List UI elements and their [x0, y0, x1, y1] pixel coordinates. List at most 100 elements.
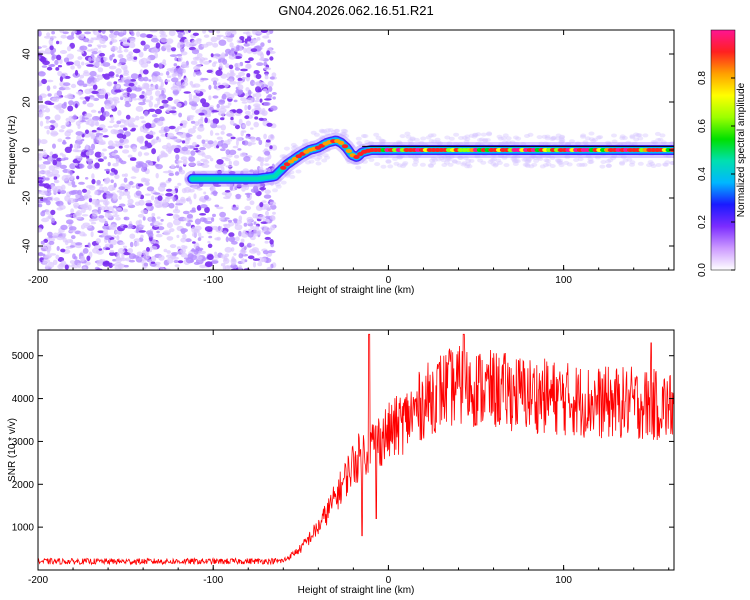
heatmap-cell	[169, 68, 175, 73]
heatmap-cell	[111, 263, 115, 267]
heatmap-cell	[148, 131, 156, 136]
heatmap-cell	[419, 162, 426, 167]
heatmap-cell	[185, 132, 191, 138]
heatmap-cell	[99, 52, 105, 57]
heatmap-cell	[237, 148, 242, 151]
heatmap-cell	[238, 252, 244, 259]
heatmap-cell	[58, 40, 63, 45]
heatmap-cell	[149, 95, 154, 101]
heatmap-cell	[228, 78, 234, 82]
heatmap-cell	[497, 136, 504, 141]
heatmap-cell	[158, 154, 162, 160]
heatmap-cell	[62, 86, 70, 89]
heatmap-cell	[258, 139, 263, 145]
heatmap-cell	[41, 175, 46, 182]
heatmap-cell	[155, 172, 159, 179]
heatmap-cell	[40, 190, 48, 196]
heatmap-cell	[138, 51, 144, 58]
heatmap-cell	[101, 30, 106, 34]
heatmap-cell	[453, 132, 460, 137]
heatmap-cell	[230, 116, 234, 121]
heatmap-cell	[86, 102, 94, 108]
heatmap-cell	[322, 153, 329, 158]
heatmap-cell	[71, 263, 76, 266]
heatmap-cell	[642, 133, 649, 138]
heatmap-cell	[324, 128, 331, 133]
heatmap-cell	[135, 190, 142, 196]
heatmap-cell	[170, 47, 177, 52]
heatmap-cell	[46, 129, 50, 135]
heatmap-cell	[118, 195, 122, 200]
heatmap-cell	[224, 53, 229, 57]
heatmap-cell	[139, 116, 145, 120]
heatmap-cell	[227, 219, 233, 223]
heatmap-cell	[49, 63, 56, 67]
heatmap-cell	[246, 36, 252, 42]
heatmap-cell	[40, 139, 48, 145]
heatmap-cell	[51, 97, 60, 103]
heatmap-cell	[90, 134, 96, 140]
heatmap-cell	[461, 135, 468, 140]
heatmap-cell	[199, 147, 206, 151]
heatmap-cell	[592, 137, 598, 142]
heatmap-cell	[163, 43, 171, 49]
heatmap-cell	[271, 72, 277, 78]
heatmap-cell	[69, 229, 77, 233]
heatmap-cell	[503, 163, 510, 168]
heatmap-cell	[149, 245, 158, 251]
heatmap-cell	[225, 165, 233, 168]
heatmap-cell	[154, 84, 159, 90]
heatmap-cell	[122, 208, 128, 213]
heatmap-cell	[251, 247, 259, 253]
heatmap-cell	[144, 110, 149, 117]
heatmap-cell	[180, 51, 188, 56]
heatmap-cell	[56, 157, 62, 162]
heatmap-cell	[182, 233, 187, 240]
heatmap-cell	[156, 230, 160, 234]
heatmap-cell	[60, 224, 68, 230]
heatmap-cell	[515, 136, 522, 141]
heatmap-cell	[56, 90, 62, 97]
heatmap-cell	[597, 135, 604, 140]
heatmap-cell	[588, 137, 595, 142]
heatmap-cell	[148, 79, 152, 82]
heatmap-cell	[190, 150, 196, 156]
heatmap-cell	[458, 136, 464, 140]
heatmap-cell	[133, 97, 137, 101]
heatmap-cell	[51, 217, 56, 224]
heatmap-cell	[129, 180, 134, 186]
heatmap-cell	[290, 142, 297, 147]
heatmap-cell	[588, 131, 595, 136]
heatmap-cell	[53, 176, 58, 180]
heatmap-cell	[430, 133, 437, 138]
heatmap-cell	[265, 144, 270, 148]
heatmap-cell	[340, 128, 347, 133]
heatmap-cell	[260, 161, 264, 167]
heatmap-cell	[42, 161, 51, 165]
heatmap-cell	[526, 157, 533, 162]
heatmap-cell	[181, 61, 187, 68]
heatmap-cell	[56, 236, 64, 241]
heatmap-cell	[128, 51, 134, 56]
heatmap-cell	[46, 66, 53, 71]
heatmap-cell	[283, 146, 290, 151]
heatmap-cell	[185, 238, 192, 243]
heatmap-cell	[159, 116, 165, 122]
heatmap-cell	[80, 255, 85, 262]
heatmap-cell	[400, 164, 406, 169]
heatmap-cell	[216, 236, 221, 241]
heatmap-cell	[114, 174, 120, 180]
heatmap-cell	[489, 158, 496, 163]
heatmap-cell	[137, 183, 144, 187]
heatmap-cell	[260, 42, 265, 47]
heatmap-cell	[555, 158, 561, 163]
heatmap-cell	[65, 214, 73, 218]
heatmap-cell	[129, 241, 134, 248]
heatmap-cell	[116, 252, 121, 259]
heatmap-cell	[67, 105, 74, 112]
heatmap-cell	[155, 90, 161, 97]
heatmap-cell	[113, 58, 117, 64]
heatmap-cell	[379, 138, 386, 143]
heatmap-cell	[196, 187, 203, 191]
heatmap-cell	[118, 145, 123, 149]
